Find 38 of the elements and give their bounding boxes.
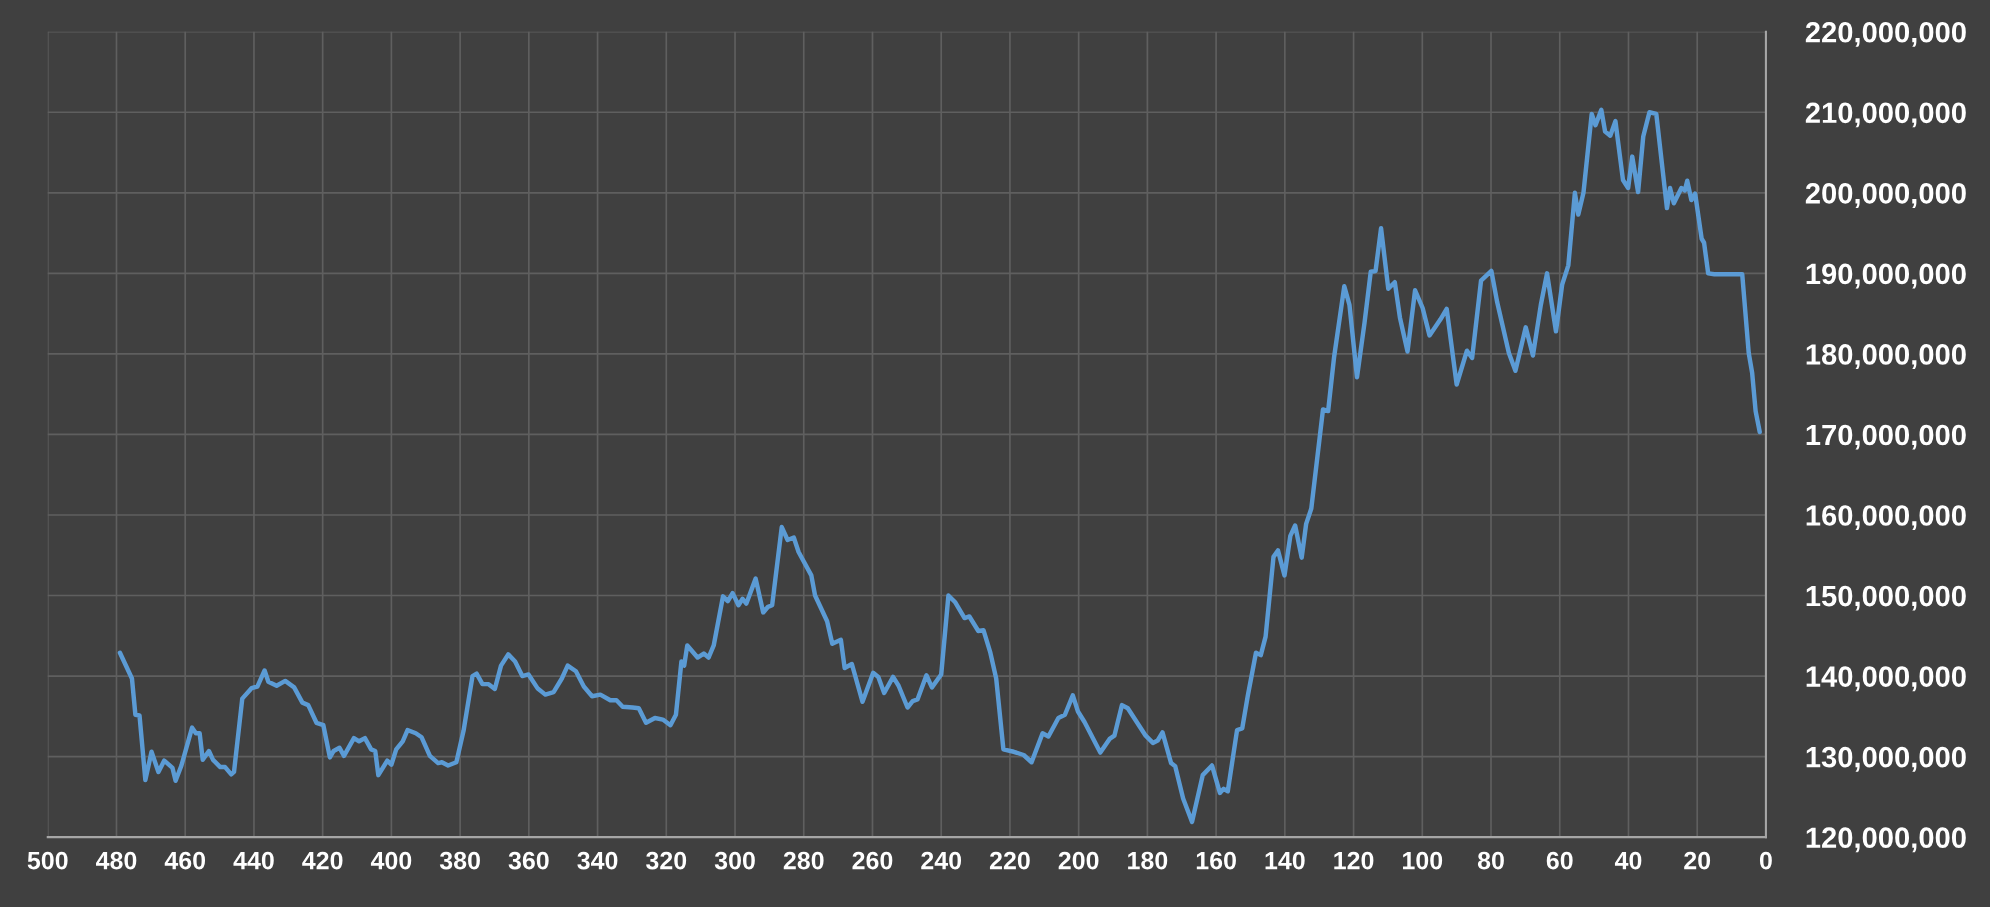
x-tick-label: 20 [1684,851,1711,870]
x-tick-label: 500 [27,851,68,870]
x-tick-label: 480 [96,851,137,870]
x-tick-label: 300 [714,851,755,870]
x-tick-label: 60 [1546,851,1573,870]
x-tick-label: 400 [370,851,412,870]
y-tick-label: 220,000,000 [1805,21,1966,47]
y-tick-label: 160,000,000 [1806,505,1966,531]
x-tick-label: 440 [233,851,274,870]
x-tick-label: 180 [1128,851,1168,870]
y-tick-label: 150,000,000 [1806,585,1966,611]
x-tick-label: 460 [164,851,206,870]
x-tick-label: 80 [1477,851,1504,870]
x-tick-label: 320 [646,851,687,870]
y-tick-label: 190,000,000 [1806,263,1966,289]
x-tick-label: 220 [989,851,1030,870]
y-tick-label: 120,000,000 [1806,827,1966,853]
y-tick-label: 200,000,000 [1805,183,1966,208]
x-tick-label: 120 [1334,851,1374,870]
x-tick-label: 100 [1403,851,1443,870]
y-tick-label: 130,000,000 [1806,746,1966,772]
x-tick-label: 200 [1058,851,1099,870]
x-tick-label: 240 [921,851,962,870]
x-tick-label: 380 [439,851,480,870]
x-tick-label: 340 [577,851,618,870]
x-tick-label: 0 [1759,851,1772,870]
y-tick-label: 180,000,000 [1806,344,1966,369]
x-tick-label: 40 [1614,851,1642,870]
x-tick-label: 160 [1196,851,1236,870]
y-tick-label: 210,000,000 [1805,102,1966,128]
x-tick-label: 260 [852,851,893,870]
y-tick-label: 140,000,000 [1806,666,1966,692]
x-tick-label: 280 [783,851,824,870]
x-tick-label: 420 [302,851,343,870]
line-series [117,107,1762,825]
y-tick-label: 170,000,000 [1806,424,1966,450]
x-tick-label: 140 [1265,851,1305,870]
x-tick-label: 360 [508,851,549,870]
